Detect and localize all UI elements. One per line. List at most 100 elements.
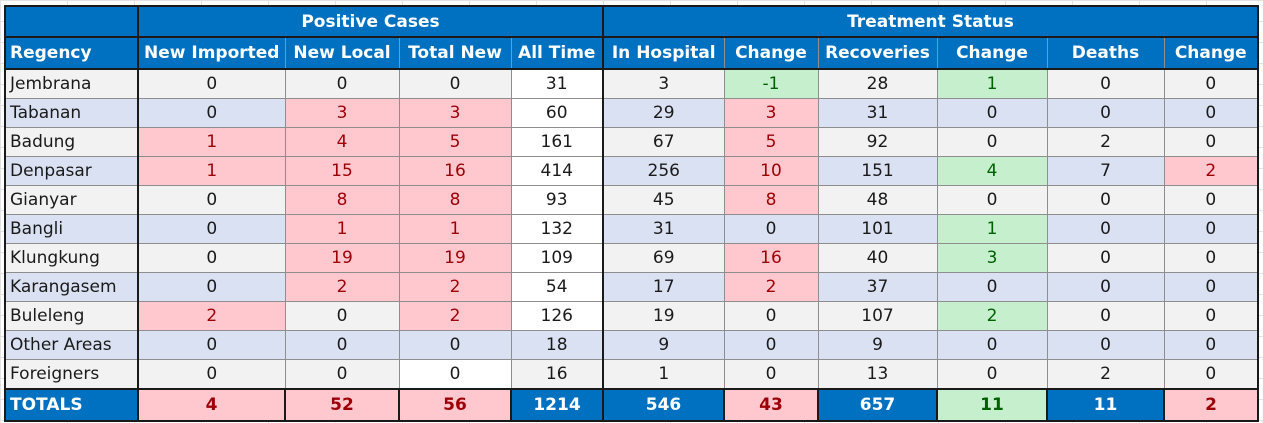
recoveries-change-cell[interactable]: 0 xyxy=(936,359,1048,390)
new-imported-cell[interactable]: 0 xyxy=(137,185,286,215)
recoveries-change-cell[interactable]: 0 xyxy=(936,330,1048,360)
new-local-cell[interactable]: 3 xyxy=(284,98,400,128)
total-new-cell[interactable]: 16 xyxy=(398,156,512,186)
regency-name-cell[interactable]: Gianyar xyxy=(4,185,139,215)
all-time-cell[interactable]: 109 xyxy=(510,243,604,273)
deaths-cell[interactable]: 2 xyxy=(1046,359,1165,390)
deaths-change-cell[interactable]: 2 xyxy=(1163,156,1259,186)
new-imported-cell[interactable]: 0 xyxy=(137,359,286,390)
deaths-cell[interactable]: 0 xyxy=(1046,330,1165,360)
recoveries-cell[interactable]: 40 xyxy=(817,243,938,273)
recoveries-change-cell[interactable]: 1 xyxy=(936,68,1048,99)
deaths-change-cell[interactable]: 0 xyxy=(1163,301,1259,331)
deaths-cell[interactable]: 0 xyxy=(1046,98,1165,128)
hospital-change-cell[interactable]: 2 xyxy=(723,272,819,302)
deaths-cell[interactable]: 0 xyxy=(1046,243,1165,273)
hospital-change-cell[interactable]: 16 xyxy=(723,243,819,273)
deaths-cell[interactable]: 0 xyxy=(1046,185,1165,215)
deaths-change-cell[interactable]: 0 xyxy=(1163,68,1259,99)
recoveries-cell[interactable]: 151 xyxy=(817,156,938,186)
regency-name-cell[interactable]: Bangli xyxy=(4,214,139,244)
new-local-cell[interactable]: 4 xyxy=(284,127,400,157)
total-new-imported[interactable]: 4 xyxy=(137,388,286,422)
all-time-cell[interactable]: 161 xyxy=(510,127,604,157)
deaths-change-cell[interactable]: 0 xyxy=(1163,359,1259,390)
new-imported-cell[interactable]: 2 xyxy=(137,301,286,331)
regency-name-cell[interactable]: Badung xyxy=(4,127,139,157)
regency-name-cell[interactable]: Karangasem xyxy=(4,272,139,302)
in-hospital-cell[interactable]: 9 xyxy=(602,330,725,360)
hospital-change-cell[interactable]: 0 xyxy=(723,214,819,244)
recoveries-cell[interactable]: 28 xyxy=(817,68,938,99)
hospital-change-cell[interactable]: 8 xyxy=(723,185,819,215)
in-hospital-cell[interactable]: 1 xyxy=(602,359,725,390)
total-in-hospital[interactable]: 546 xyxy=(602,388,725,422)
new-local-cell[interactable]: 8 xyxy=(284,185,400,215)
total-deaths[interactable]: 11 xyxy=(1046,388,1165,422)
regency-name-cell[interactable]: Other Areas xyxy=(4,330,139,360)
deaths-change-cell[interactable]: 0 xyxy=(1163,127,1259,157)
recoveries-change-cell[interactable]: 1 xyxy=(936,214,1048,244)
total-new-cell[interactable]: 19 xyxy=(398,243,512,273)
in-hospital-cell[interactable]: 67 xyxy=(602,127,725,157)
recoveries-cell[interactable]: 92 xyxy=(817,127,938,157)
deaths-cell[interactable]: 2 xyxy=(1046,127,1165,157)
recoveries-cell[interactable]: 101 xyxy=(817,214,938,244)
regency-name-cell[interactable]: Foreigners xyxy=(4,359,139,390)
recoveries-cell[interactable]: 107 xyxy=(817,301,938,331)
deaths-cell[interactable]: 0 xyxy=(1046,301,1165,331)
new-imported-cell[interactable]: 0 xyxy=(137,272,286,302)
deaths-change-cell[interactable]: 0 xyxy=(1163,214,1259,244)
recoveries-cell[interactable]: 13 xyxy=(817,359,938,390)
recoveries-change-cell[interactable]: 4 xyxy=(936,156,1048,186)
new-local-cell[interactable]: 19 xyxy=(284,243,400,273)
in-hospital-cell[interactable]: 19 xyxy=(602,301,725,331)
hospital-change-cell[interactable]: 0 xyxy=(723,330,819,360)
new-imported-cell[interactable]: 0 xyxy=(137,214,286,244)
recoveries-cell[interactable]: 37 xyxy=(817,272,938,302)
deaths-change-cell[interactable]: 0 xyxy=(1163,243,1259,273)
deaths-cell[interactable]: 0 xyxy=(1046,68,1165,99)
totals-label[interactable]: TOTALS xyxy=(4,388,139,422)
deaths-cell[interactable]: 7 xyxy=(1046,156,1165,186)
new-imported-cell[interactable]: 0 xyxy=(137,243,286,273)
total-new-cell[interactable]: 0 xyxy=(398,359,512,390)
hospital-change-cell[interactable]: -1 xyxy=(723,68,819,99)
in-hospital-cell[interactable]: 69 xyxy=(602,243,725,273)
regency-name-cell[interactable]: Buleleng xyxy=(4,301,139,331)
all-time-cell[interactable]: 60 xyxy=(510,98,604,128)
recoveries-change-cell[interactable]: 3 xyxy=(936,243,1048,273)
new-local-cell[interactable]: 0 xyxy=(284,301,400,331)
deaths-change-cell[interactable]: 0 xyxy=(1163,98,1259,128)
recoveries-change-cell[interactable]: 2 xyxy=(936,301,1048,331)
recoveries-change-cell[interactable]: 0 xyxy=(936,272,1048,302)
deaths-change-cell[interactable]: 0 xyxy=(1163,272,1259,302)
total-new-cell[interactable]: 1 xyxy=(398,214,512,244)
total-deaths-change[interactable]: 2 xyxy=(1163,388,1259,422)
total-new-cell[interactable]: 0 xyxy=(398,330,512,360)
regency-name-cell[interactable]: Denpasar xyxy=(4,156,139,186)
new-imported-cell[interactable]: 0 xyxy=(137,98,286,128)
all-time-cell[interactable]: 126 xyxy=(510,301,604,331)
regency-name-cell[interactable]: Jembrana xyxy=(4,68,139,99)
recoveries-change-cell[interactable]: 0 xyxy=(936,127,1048,157)
recoveries-cell[interactable]: 9 xyxy=(817,330,938,360)
all-time-cell[interactable]: 54 xyxy=(510,272,604,302)
total-total-new[interactable]: 56 xyxy=(398,388,512,422)
total-new-cell[interactable]: 3 xyxy=(398,98,512,128)
new-imported-cell[interactable]: 1 xyxy=(137,156,286,186)
new-local-cell[interactable]: 2 xyxy=(284,272,400,302)
deaths-change-cell[interactable]: 0 xyxy=(1163,185,1259,215)
all-time-cell[interactable]: 132 xyxy=(510,214,604,244)
all-time-cell[interactable]: 16 xyxy=(510,359,604,390)
total-new-local[interactable]: 52 xyxy=(284,388,400,422)
in-hospital-cell[interactable]: 29 xyxy=(602,98,725,128)
total-all-time[interactable]: 1214 xyxy=(510,388,604,422)
hospital-change-cell[interactable]: 0 xyxy=(723,359,819,390)
all-time-cell[interactable]: 31 xyxy=(510,68,604,99)
regency-name-cell[interactable]: Klungkung xyxy=(4,243,139,273)
new-local-cell[interactable]: 0 xyxy=(284,330,400,360)
new-imported-cell[interactable]: 0 xyxy=(137,68,286,99)
regency-name-cell[interactable]: Tabanan xyxy=(4,98,139,128)
recoveries-change-cell[interactable]: 0 xyxy=(936,185,1048,215)
